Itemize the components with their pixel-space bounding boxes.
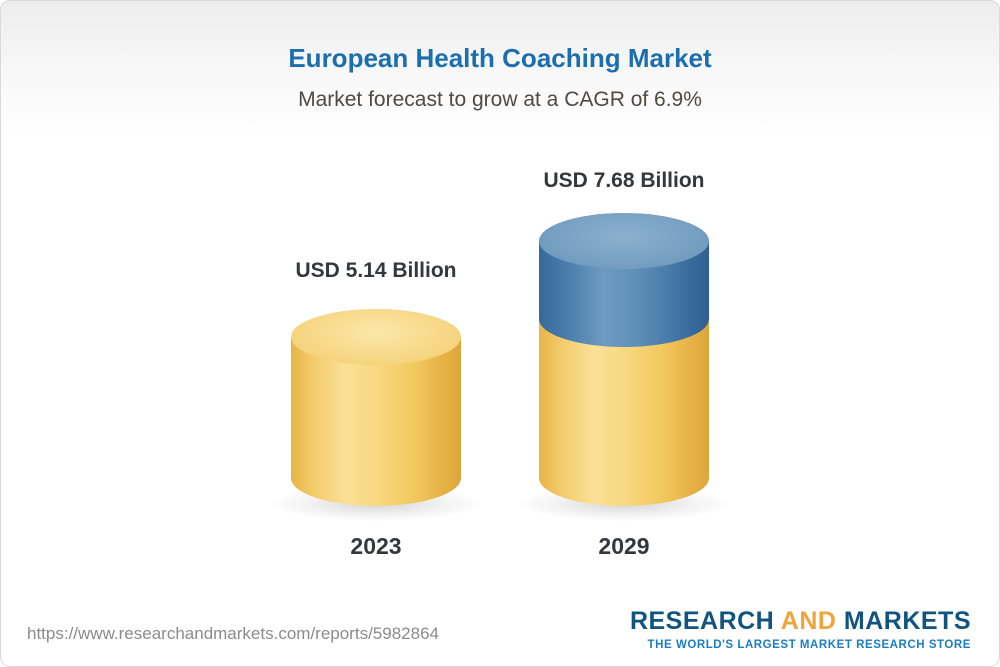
bar-value-label-2023: USD 5.14 Billion — [295, 259, 457, 282]
brand-word-markets: MARKETS — [843, 607, 971, 635]
brand-tagline: THE WORLD'S LARGEST MARKET RESEARCH STOR… — [647, 639, 971, 651]
bar-2029-base-segment — [539, 319, 709, 506]
x-axis-label-2023: 2023 — [350, 533, 402, 559]
brand-wordmark: RESEARCH AND MARKETS — [630, 607, 971, 636]
chart-subtitle: Market forecast to grow at a CAGR of 6.9… — [298, 88, 702, 111]
cylinder-body — [291, 337, 461, 506]
brand-word-research: RESEARCH — [629, 607, 775, 635]
bar-2023-cylinder — [291, 309, 461, 506]
cylinder-top-cap — [291, 309, 461, 365]
cylinder-body — [539, 319, 709, 506]
chart-title: European Health Coaching Market — [288, 43, 712, 73]
x-axis-label-2029: 2029 — [598, 533, 650, 559]
bar-2029-growth-segment — [539, 213, 709, 347]
report-url[interactable]: https://www.researchandmarkets.com/repor… — [27, 624, 439, 643]
bar-value-label-2029: USD 7.68 Billion — [543, 169, 705, 192]
brand-word-and: AND — [780, 607, 837, 635]
brand-logo: RESEARCH AND MARKETS THE WORLD'S LARGEST… — [630, 607, 971, 651]
cylinder-top-cap — [539, 213, 709, 269]
